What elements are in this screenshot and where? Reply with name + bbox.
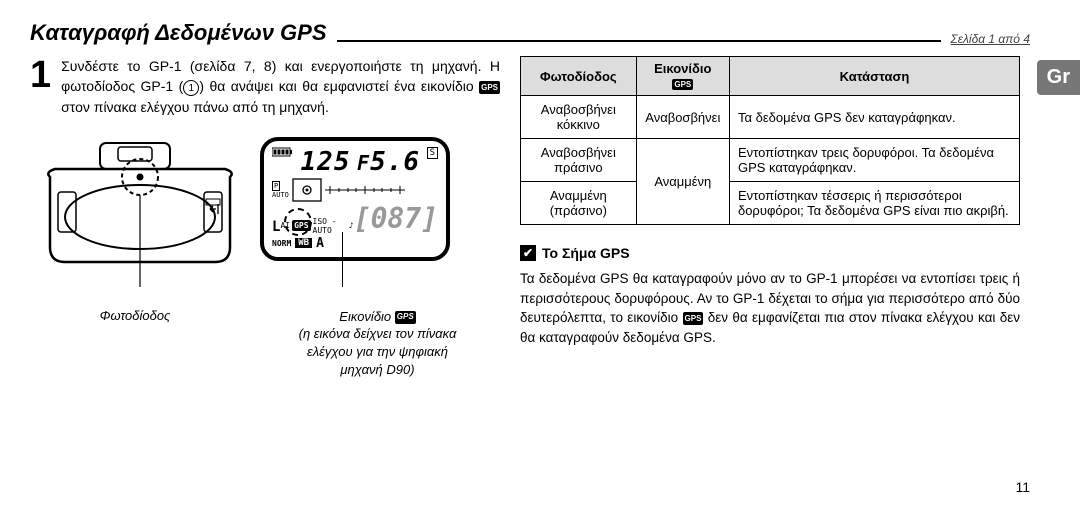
table-row: Αναμμένη (πράσινο) Εντοπίστηκαν τέσσερις… — [521, 182, 1020, 225]
cap-r2: (η εικόνα δείχνει τον πίνακα — [299, 326, 457, 341]
th-icon: Εικονίδιο GPS — [636, 57, 729, 96]
lcd-p: P — [272, 181, 280, 191]
cell-r1c3: Τα δεδομένα GPS δεν καταγράφηκαν. — [729, 96, 1019, 139]
signal-text: Τα δεδομένα GPS θα καταγραφούν μόνο αν τ… — [520, 269, 1020, 347]
cap-r3: ελέγχου για την ψηφιακή — [307, 344, 448, 359]
cell-r1c2: Αναβοσβήνει — [636, 96, 729, 139]
cell-r3c3: Εντοπίστηκαν τέσσερις ή περισσότεροι δορ… — [729, 182, 1019, 225]
right-column: Φωτοδίοδος Εικονίδιο GPS Κατάσταση Αναβο… — [520, 56, 1030, 378]
sig-gps-icon: GPS — [683, 312, 704, 326]
diagram-row: 125 F5.6 S P AUTO — [30, 137, 500, 300]
cap-r1: Εικονίδιο — [339, 309, 394, 324]
cell-r1c1: Αναβοσβήνει κόκκινο — [521, 96, 637, 139]
th-led: Φωτοδίοδος — [521, 57, 637, 96]
gp1-svg — [30, 137, 250, 297]
exposure-scale-icon — [325, 186, 405, 194]
lcd-s-badge: S — [427, 147, 438, 159]
cell-r2c2: Αναμμένη — [636, 139, 729, 225]
title-bar: Καταγραφή Δεδομένων GPS Σελίδα 1 από 4 — [30, 20, 1030, 46]
content-columns: 1 Συνδέστε το GP-1 (σελίδα 7, 8) και ενε… — [30, 56, 1030, 378]
th-icon-text: Εικονίδιο — [654, 61, 711, 76]
step-text-c: στον πίνακα ελέγχου πάνω από τη μηχανή. — [61, 99, 329, 115]
page-number: 11 — [1015, 479, 1030, 495]
step-text-b: ) θα ανάψει και θα εμφανιστεί ένα εικονί… — [199, 78, 479, 94]
caption-led: Φωτοδίοδος — [30, 308, 240, 378]
lcd-aperture-group: F5.6 — [357, 147, 420, 177]
cell-r3c1: Αναμμένη (πράσινο) — [521, 182, 637, 225]
language-badge: Gr — [1037, 60, 1080, 95]
lcd-shutter: 125 — [301, 147, 351, 177]
signal-heading: ✔ Το Σήμα GPS — [520, 245, 1020, 261]
gp1-diagram — [30, 137, 250, 300]
step-1: 1 Συνδέστε το GP-1 (σελίδα 7, 8) και ενε… — [30, 56, 500, 117]
table-header-row: Φωτοδίοδος Εικονίδιο GPS Κατάσταση — [521, 57, 1020, 96]
lcd-f: F — [357, 151, 370, 175]
diagram-captions: Φωτοδίοδος Εικονίδιο GPS (η εικόνα δείχν… — [30, 308, 500, 378]
page-title: Καταγραφή Δεδομένων GPS — [30, 20, 327, 46]
th-gps-icon: GPS — [672, 79, 693, 90]
gps-highlight-circle — [284, 208, 312, 236]
lcd-row-2: P AUTO — [272, 178, 438, 202]
step-text: Συνδέστε το GP-1 (σελίδα 7, 8) και ενεργ… — [61, 56, 500, 117]
check-icon: ✔ — [520, 245, 536, 261]
lcd-L: L — [272, 219, 280, 235]
cap-r4: μηχανή D90) — [340, 362, 414, 377]
lcd-row-4: NORM WB A — [272, 236, 438, 251]
gps-leader-line — [342, 232, 343, 287]
page-of: Σελίδα 1 από 4 — [951, 32, 1030, 46]
lcd-auto: AUTO — [272, 191, 289, 199]
lcd-counter-val: 087 — [371, 202, 422, 235]
cell-r2c1: Αναβοσβήνει πράσινο — [521, 139, 637, 182]
signal-title: Το Σήμα GPS — [542, 245, 630, 261]
step-number: 1 — [30, 56, 51, 117]
circled-1-icon: 1 — [183, 80, 199, 96]
lcd-panel: 125 F5.6 S P AUTO — [260, 137, 450, 261]
caption-panel: Εικονίδιο GPS (η εικόνα δείχνει τον πίνα… — [255, 308, 500, 378]
lcd-norm: NORM — [272, 239, 291, 248]
cap-gps-icon: GPS — [395, 311, 416, 324]
table-row: Αναβοσβήνει πράσινο Αναμμένη Εντοπίστηκα… — [521, 139, 1020, 182]
status-table: Φωτοδίοδος Εικονίδιο GPS Κατάσταση Αναβο… — [520, 56, 1020, 225]
cell-r2c3: Εντοπίστηκαν τρεις δορυφόροι. Τα δεδομέν… — [729, 139, 1019, 182]
lcd-aperture: 5.6 — [370, 147, 420, 177]
metering-icon — [292, 178, 322, 202]
gps-icon: GPS — [479, 81, 500, 95]
lcd-note-icon: ♪ — [349, 221, 354, 230]
lcd-counter: [087] — [354, 202, 438, 235]
left-column: 1 Συνδέστε το GP-1 (σελίδα 7, 8) και ενε… — [30, 56, 500, 378]
lcd-row-3: L AI GPS ISO - AUTO ♪ [087] — [272, 202, 438, 235]
lcd-A: A — [316, 236, 324, 251]
table-row: Αναβοσβήνει κόκκινο Αναβοσβήνει Τα δεδομ… — [521, 96, 1020, 139]
lcd-wb: WB — [295, 238, 312, 248]
lcd-left-labels: P AUTO — [272, 181, 289, 199]
th-status: Κατάσταση — [729, 57, 1019, 96]
lcd-row-1: 125 F5.6 S — [272, 147, 438, 177]
control-panel-diagram: 125 F5.6 S P AUTO — [260, 137, 460, 261]
battery-icon — [272, 147, 294, 177]
title-rule — [337, 40, 941, 42]
